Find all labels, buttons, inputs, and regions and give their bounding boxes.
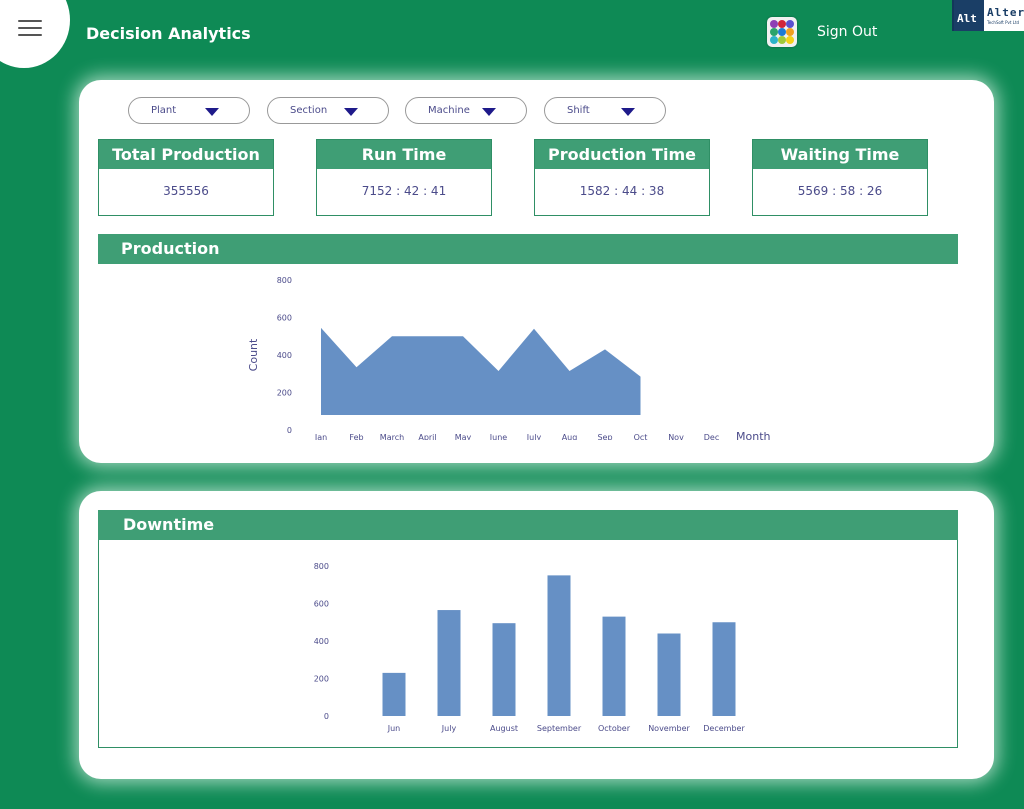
x-tick-label: March: [380, 433, 404, 440]
y-tick-label: 400: [314, 637, 329, 646]
kpi-value: 355556: [163, 184, 209, 198]
downtime-bar[interactable]: [492, 623, 516, 716]
x-tick-label: Jun: [387, 724, 401, 733]
downtime-bar[interactable]: [382, 672, 406, 716]
machine-filter[interactable]: Machine: [405, 97, 527, 124]
y-tick-label: 800: [277, 276, 292, 285]
y-axis-label: Count: [247, 338, 260, 371]
x-tick-label: July: [526, 433, 542, 440]
x-tick-label: Dec: [704, 433, 719, 440]
hamburger-icon[interactable]: [18, 19, 42, 37]
kpi-value: 1582 : 44 : 38: [579, 184, 665, 198]
kpi-waiting-time: Waiting Time 5569 : 58 : 26: [752, 139, 928, 216]
chevron-down-icon: [205, 108, 219, 116]
y-tick-label: 200: [314, 675, 329, 684]
x-tick-label: Aug: [562, 433, 578, 440]
y-tick-label: 600: [277, 314, 292, 323]
x-tick-label: Sep: [597, 433, 612, 440]
kpi-run-time: Run Time 7152 : 42 : 41: [316, 139, 492, 216]
y-tick-label: 600: [314, 600, 329, 609]
x-tick-label: Feb: [349, 433, 363, 440]
kpi-production-time: Production Time 1582 : 44 : 38: [534, 139, 710, 216]
x-tick-label: December: [703, 724, 745, 733]
x-tick-label: September: [537, 724, 582, 733]
production-panel: Plant Section Machine Shift Total Produc…: [79, 80, 994, 463]
kpi-value: 5569 : 58 : 26: [797, 184, 883, 198]
x-tick-label: July: [441, 724, 457, 733]
x-tick-label: Oct: [634, 433, 648, 440]
x-tick-label: June: [489, 433, 508, 440]
kpi-title: Production Time: [535, 140, 709, 169]
production-area-chart: 0 200 400 600 800 Count Jan Feb March April May Jun…: [247, 276, 771, 440]
shift-filter[interactable]: Shift: [544, 97, 666, 124]
kpi-total-production: Total Production 355556: [98, 139, 274, 216]
downtime-bar[interactable]: [547, 575, 571, 716]
x-tick-label: May: [455, 433, 472, 440]
kpi-title: Waiting Time: [753, 140, 927, 169]
kpi-value: 7152 : 42 : 41: [361, 184, 447, 198]
downtime-bar[interactable]: [437, 610, 461, 716]
x-tick-label: April: [418, 433, 436, 440]
kpi-title: Run Time: [317, 140, 491, 169]
chevron-down-icon: [621, 108, 635, 116]
chevron-down-icon: [344, 108, 358, 116]
y-tick-label: 200: [277, 389, 292, 398]
app-title: Decision Analytics: [86, 24, 251, 43]
y-tick-label: 800: [314, 562, 329, 571]
production-section-header: Production: [98, 234, 958, 264]
x-tick-label: Nov: [668, 433, 684, 440]
downtime-bar[interactable]: [657, 633, 681, 717]
downtime-bar-chart: 0 200 400 600 800 Jun July August September Octob…: [314, 562, 746, 733]
downtime-bar[interactable]: [602, 616, 626, 716]
y-tick-label: 400: [277, 351, 292, 360]
x-tick-label: August: [490, 724, 518, 733]
company-logo: Alt Alter TechSoft Pvt Ltd: [952, 0, 1024, 31]
kpi-title: Total Production: [99, 140, 273, 169]
downtime-bar[interactable]: [712, 622, 736, 716]
production-area-series: [321, 327, 641, 415]
x-tick-label: Jan: [314, 433, 327, 440]
section-filter[interactable]: Section: [267, 97, 389, 124]
y-tick-label: 0: [287, 426, 292, 435]
chevron-down-icon: [482, 108, 496, 116]
y-tick-label: 0: [324, 712, 329, 721]
x-axis-label: Month: [736, 430, 771, 440]
sign-out-link[interactable]: Sign Out: [817, 24, 878, 40]
x-tick-label: November: [648, 724, 690, 733]
apps-grid-icon[interactable]: [767, 17, 797, 47]
plant-filter[interactable]: Plant: [128, 97, 250, 124]
x-tick-label: October: [598, 724, 631, 733]
downtime-section-header: Downtime: [98, 510, 958, 540]
downtime-panel: Downtime 0 200 400 600 800 Jun July August Septe…: [79, 491, 994, 779]
